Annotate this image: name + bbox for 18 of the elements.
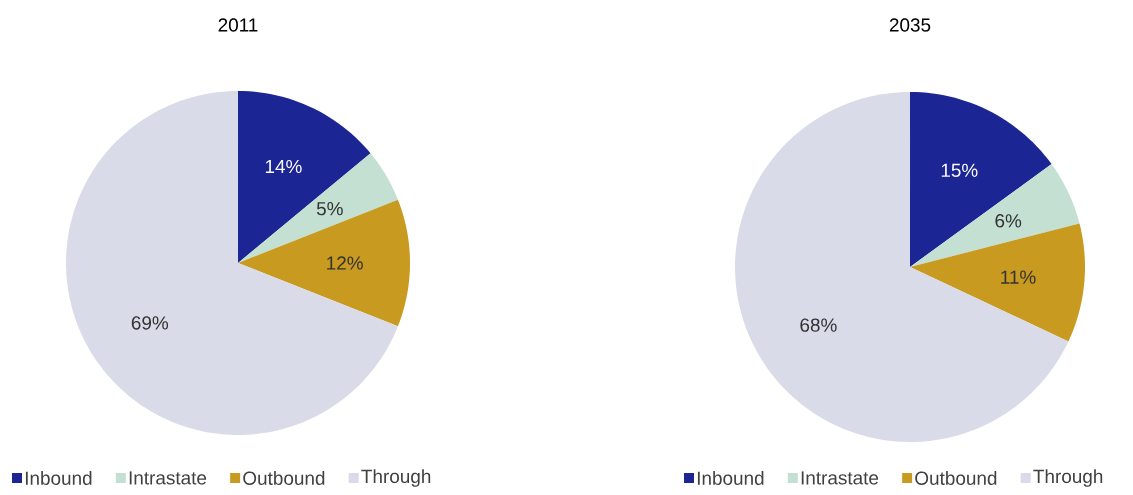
legend-label: Intrastate: [801, 471, 879, 485]
data-label: 15%: [941, 163, 978, 177]
data-label: 69%: [131, 316, 169, 330]
legend-label: Inbound: [697, 471, 764, 485]
legend-label: Outbound: [915, 471, 997, 485]
legend-label: Intrastate: [129, 471, 207, 485]
data-label: 14%: [265, 159, 302, 174]
legend-label: Inbound: [25, 471, 92, 485]
legend-label: Through: [361, 469, 431, 487]
data-label: 68%: [800, 318, 837, 332]
data-label: 5%: [316, 202, 343, 216]
data-label: 11%: [1001, 270, 1036, 284]
data-label: 12%: [327, 256, 363, 270]
legend-label: Through: [1033, 469, 1103, 487]
chart-title: 2011: [218, 18, 258, 32]
chart-title: 2035: [889, 18, 931, 32]
legend-label: Outbound: [243, 471, 325, 485]
data-label: 6%: [995, 214, 1022, 228]
